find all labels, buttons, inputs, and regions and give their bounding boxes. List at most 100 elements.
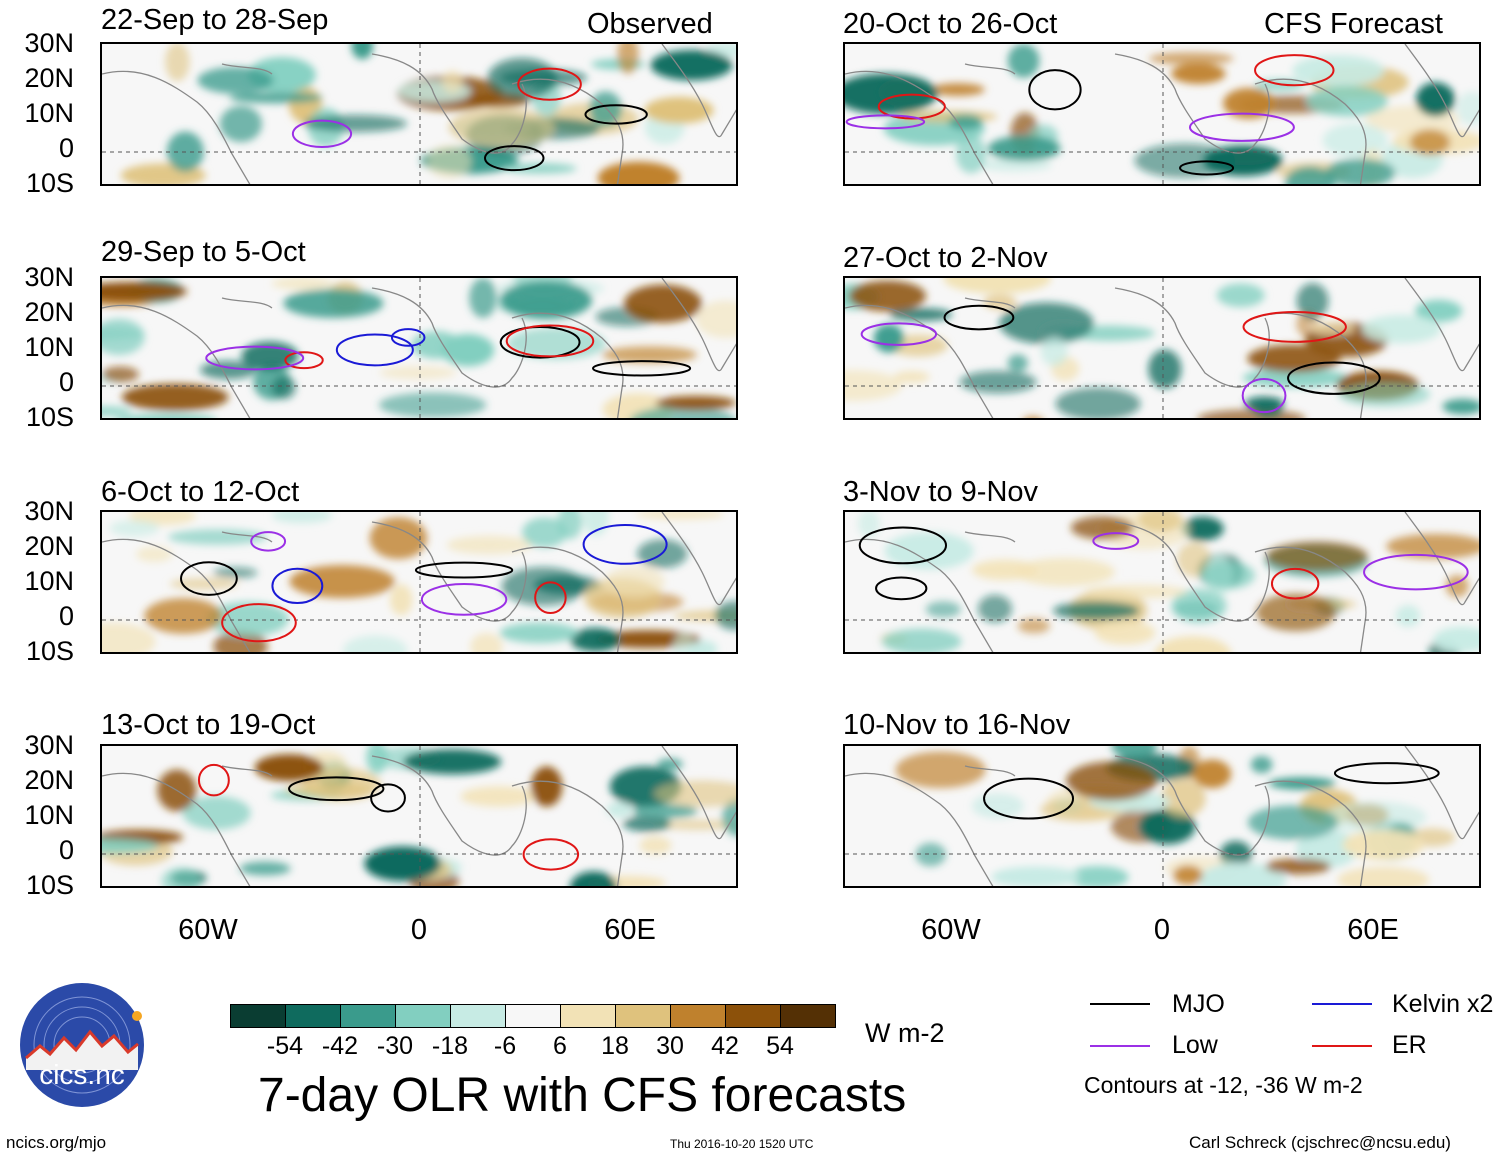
anomaly-blob [925, 601, 961, 618]
anomaly-blob [1442, 398, 1479, 415]
colorbar-tick-label: -18 [431, 1032, 469, 1060]
anomaly-blob [873, 324, 904, 353]
anomaly-blob [977, 594, 1013, 623]
x-tick-label: 60E [1347, 914, 1399, 946]
map-panel-forecast-3 [843, 510, 1481, 654]
anomaly-blob [656, 819, 736, 830]
anomaly-blob [302, 114, 408, 133]
anomaly-blob [1154, 636, 1231, 652]
anomaly-blob [570, 627, 621, 652]
anomaly-blob [426, 144, 472, 179]
coastline [964, 765, 1016, 777]
anomaly-blob [1040, 336, 1068, 367]
coastline [1404, 746, 1479, 840]
map-panel-forecast-1 [843, 42, 1481, 186]
y-tick-label: 10N [24, 332, 74, 362]
anomaly-blob [169, 578, 239, 590]
anomaly-blob [1111, 746, 1158, 758]
contour-er [522, 838, 580, 871]
anomaly-blob [722, 798, 736, 837]
anomaly-blob [1325, 158, 1396, 184]
anomaly-blob [930, 83, 985, 96]
contour-er [221, 603, 297, 643]
anomaly-blob [136, 546, 173, 563]
y-tick-label: 10S [25, 636, 74, 666]
coastline [845, 70, 994, 184]
olr-field [845, 512, 1479, 652]
contour-low [1092, 532, 1140, 550]
contour-low [420, 583, 508, 616]
anomaly-blob [604, 566, 665, 599]
anomaly-blob [644, 96, 714, 124]
anomaly-blob [622, 815, 672, 832]
contour-mjo [858, 526, 948, 565]
y-tick-label: 10S [25, 870, 74, 900]
y-tick-label: 0 [58, 601, 74, 631]
contour-low [205, 345, 305, 371]
colorbar-tick-label: 6 [553, 1032, 567, 1060]
panel-title-fc-3: 3-Nov to 9-Nov [843, 476, 1039, 508]
main-title: 7-day OLR with CFS forecasts [258, 1069, 907, 1122]
colorbar-swatch [725, 1004, 781, 1028]
anomaly-blobs [857, 512, 1479, 652]
anomaly-blob [1284, 166, 1335, 184]
coastline [661, 512, 736, 606]
contour-kelvin-x2 [335, 333, 414, 367]
anomaly-blob [624, 284, 702, 323]
contour-er [505, 324, 595, 358]
anomaly-blob [469, 278, 497, 318]
colorbar-tick-label: 30 [656, 1032, 684, 1060]
contour-mjo [1333, 762, 1440, 785]
anomaly-blob [1337, 866, 1430, 886]
anomaly-blob [1070, 516, 1134, 540]
colorbar-swatch [450, 1004, 506, 1028]
colorbar-swatch [670, 1004, 726, 1028]
anomaly-blob [364, 846, 442, 882]
y-tick-label: 10S [25, 402, 74, 432]
colorbar-swatch [560, 1004, 616, 1028]
y-tick-label: 30N [24, 496, 74, 526]
cfs-forecast-label: CFS Forecast [1264, 8, 1443, 40]
anomaly-blob [881, 628, 962, 652]
anomaly-blob [239, 861, 291, 876]
y-tick-label: 10N [24, 566, 74, 596]
contour-er [197, 763, 230, 797]
anomaly-blob [1415, 82, 1455, 117]
anomaly-blob [501, 566, 586, 606]
legend-swatch-er [1312, 1045, 1372, 1047]
contour-mjo [499, 325, 581, 359]
anomaly-blobs [845, 44, 1479, 184]
anomaly-blob [657, 758, 683, 771]
contour-mjo [983, 777, 1075, 820]
coastline [661, 746, 736, 840]
anomaly-blob [1247, 344, 1341, 373]
contour-er [1242, 311, 1347, 343]
colorbar-tick-label: 18 [601, 1032, 629, 1060]
contour-er [284, 351, 324, 370]
olr-field [102, 278, 736, 418]
anomaly-blob [102, 281, 188, 301]
anomaly-blob [1433, 626, 1479, 652]
anomaly-blob [635, 512, 725, 520]
anomaly-blob [1223, 87, 1275, 119]
anomaly-blob [1094, 620, 1156, 645]
coastline [102, 538, 251, 652]
y-tick-label: 20N [24, 765, 74, 795]
legend-note: Contours at -12, -36 W m-2 [1084, 1072, 1363, 1098]
anomaly-blob [271, 278, 334, 290]
anomaly-blob [470, 632, 503, 652]
colorbar-tick-label: -6 [493, 1032, 517, 1060]
y-tick-label: 30N [24, 730, 74, 760]
footer-url[interactable]: ncics.org/mjo [6, 1133, 107, 1152]
anomaly-blob [351, 44, 374, 60]
map-panel-observed-3 [100, 510, 738, 654]
coastline [845, 304, 994, 418]
coastline [221, 765, 273, 777]
anomaly-blob [915, 842, 946, 867]
anomaly-blob [895, 751, 986, 789]
x-tick-label: 60E [604, 914, 656, 946]
anomaly-blob [978, 158, 1053, 172]
anomaly-blob [369, 517, 428, 560]
anomaly-blob [1409, 129, 1451, 156]
contour-er [877, 93, 946, 120]
